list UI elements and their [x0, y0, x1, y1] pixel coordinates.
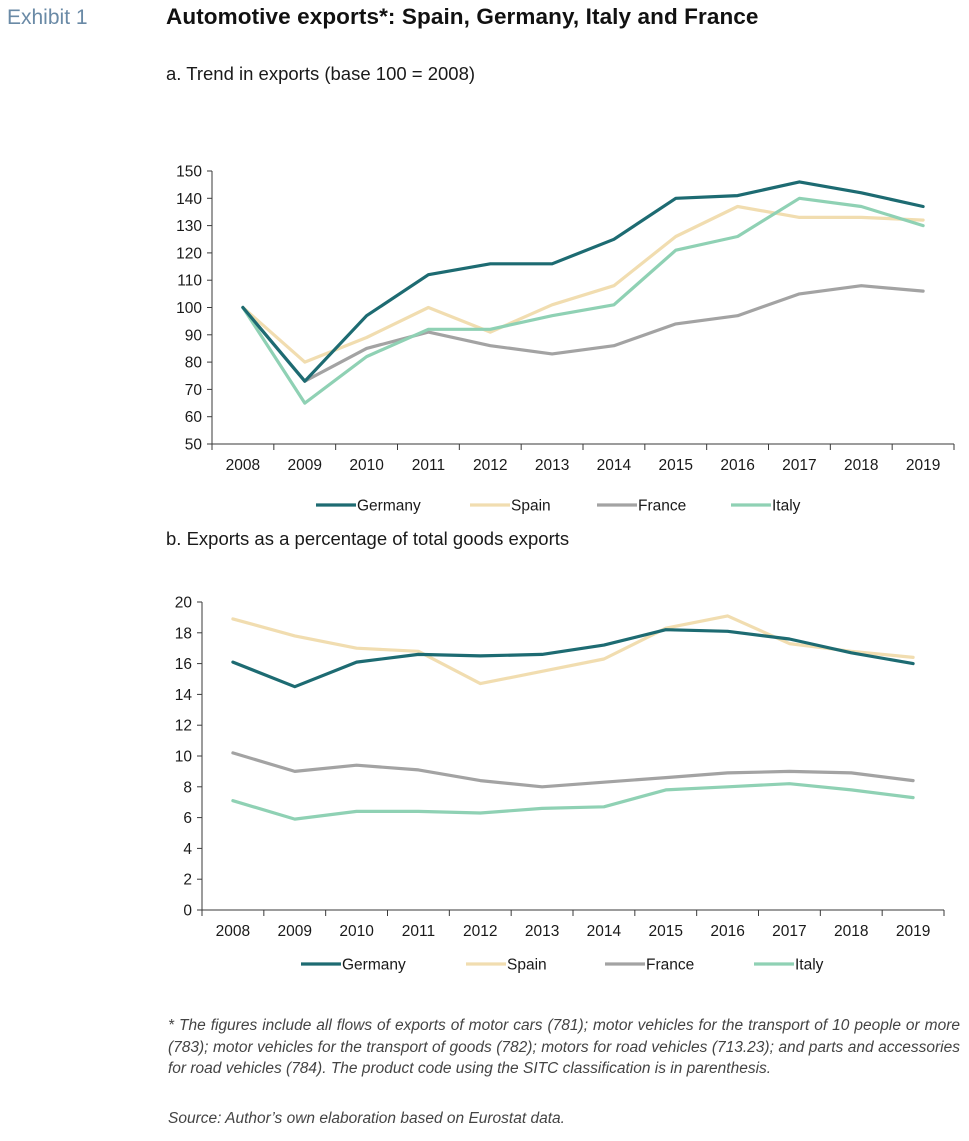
chart-a-legend-label-france: France: [638, 498, 686, 515]
chart-a-y-tick-label: 90: [185, 327, 203, 344]
chart-b-y-tick-label: 10: [175, 749, 193, 766]
chart-a-y-tick-label: 120: [176, 245, 202, 262]
chart-b-x-tick-label: 2012: [463, 923, 497, 940]
chart-b-y-tick-label: 12: [175, 718, 192, 735]
chart-b-x-tick-label: 2016: [710, 923, 744, 940]
chart-b-series-germany: [231, 628, 915, 689]
chart-a-series-spain: [241, 204, 925, 364]
chart-a-x-tick-label: 2018: [844, 457, 878, 474]
chart-a-trend-in-exports: 50 60 70 80 90 100 110 120 130 140 150 2008 2009 2010…: [176, 164, 955, 515]
chart-a-y-tick-label: 60: [185, 409, 203, 426]
chart-a-x-tick-label: 2014: [597, 457, 632, 474]
chart-a-y-tick-label: 100: [176, 300, 202, 317]
chart-a-x-tick-label: 2008: [226, 457, 260, 474]
chart-a-x-tick-label: 2019: [906, 457, 940, 474]
chart-b-y-tick-label: 18: [175, 625, 192, 642]
chart-a-y-tick-label: 110: [177, 273, 202, 290]
chart-b-share-of-exports: 0 2 4 6 8 10 12 14 16 18 20 2008 2009 2010 2011 2012 201…: [175, 595, 945, 974]
chart-b-legend-label-italy: Italy: [795, 957, 824, 974]
chart-a-y-tick-label: 140: [176, 191, 202, 208]
chart-b-y-tick-label: 6: [183, 810, 192, 827]
chart-a-x-tick-label: 2015: [659, 457, 693, 474]
chart-a-legend-label-italy: Italy: [772, 498, 801, 515]
chart-b-x-tick-label: 2009: [278, 923, 312, 940]
chart-b-x-tick-label: 2015: [649, 923, 683, 940]
chart-b-legend-label-france: France: [646, 957, 694, 974]
chart-b-series-spain: [231, 614, 915, 686]
chart-a-x-tick-label: 2016: [720, 457, 754, 474]
chart-b-x-tick-label: 2010: [339, 923, 374, 940]
chart-a-y-tick-label: 80: [185, 355, 203, 372]
chart-a-legend-label-germany: Germany: [357, 498, 421, 515]
chart-a-y-tick-label: 70: [185, 382, 203, 399]
chart-b-series-italy: [231, 782, 915, 821]
chart-b-y-tick-label: 0: [183, 903, 192, 920]
chart-b-series-france: [231, 751, 915, 789]
chart-b-y-tick-label: 20: [175, 595, 193, 612]
chart-b-y-tick-label: 2: [183, 872, 192, 889]
chart-a-x-tick-label: 2010: [349, 457, 384, 474]
source-note: Source: Author’s own elaboration based o…: [168, 1110, 565, 1127]
chart-b-x-tick-label: 2019: [896, 923, 930, 940]
page-title: Automotive exports*: Spain, Germany, Ita…: [166, 4, 759, 29]
exhibit-label: Exhibit 1: [7, 6, 88, 29]
chart-b-x-tick-label: 2017: [772, 923, 806, 940]
chart-b-y-tick-label: 16: [175, 656, 192, 673]
chart-b-title: b. Exports as a percentage of total good…: [166, 528, 570, 549]
footnote: * The figures include all flows of expor…: [168, 1017, 960, 1077]
chart-b-x-tick-label: 2014: [587, 923, 622, 940]
chart-b-x-tick-label: 2008: [216, 923, 250, 940]
chart-b-x-tick-label: 2011: [402, 923, 435, 940]
chart-b-y-tick-label: 8: [183, 779, 192, 796]
chart-a-x-tick-label: 2009: [288, 457, 322, 474]
chart-a-y-tick-label: 150: [176, 164, 202, 181]
chart-b-x-tick-label: 2018: [834, 923, 868, 940]
chart-b-legend-label-spain: Spain: [507, 957, 547, 974]
chart-b-y-tick-label: 14: [175, 687, 193, 704]
chart-a-legend-label-spain: Spain: [511, 498, 551, 515]
chart-a-x-tick-label: 2011: [412, 457, 445, 474]
chart-a-y-tick-label: 50: [185, 437, 203, 454]
chart-a-x-tick-label: 2017: [782, 457, 816, 474]
chart-b-x-tick-label: 2013: [525, 923, 559, 940]
chart-a-series-italy: [241, 196, 925, 405]
chart-a-y-tick-label: 130: [176, 218, 202, 235]
chart-a-title: a. Trend in exports (base 100 = 2008): [166, 63, 476, 84]
chart-b-y-tick-label: 4: [183, 841, 192, 858]
chart-a-x-tick-label: 2012: [473, 457, 507, 474]
chart-a-x-tick-label: 2013: [535, 457, 569, 474]
chart-a-series-france: [241, 284, 925, 383]
chart-a-series-germany: [241, 180, 925, 383]
chart-b-legend-label-germany: Germany: [342, 957, 406, 974]
